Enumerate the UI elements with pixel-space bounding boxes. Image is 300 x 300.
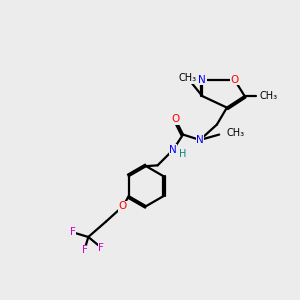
Text: CH₃: CH₃: [178, 73, 197, 83]
Text: F: F: [70, 227, 76, 237]
Text: H: H: [178, 149, 186, 159]
Text: O: O: [119, 201, 127, 211]
Text: F: F: [82, 245, 87, 255]
Text: O: O: [230, 75, 239, 85]
Text: CH₃: CH₃: [227, 128, 245, 138]
Text: N: N: [169, 145, 177, 155]
Text: N: N: [196, 135, 204, 145]
Text: N: N: [198, 75, 206, 85]
Text: F: F: [98, 243, 104, 253]
Text: O: O: [171, 114, 179, 124]
Text: CH₃: CH₃: [259, 91, 278, 101]
